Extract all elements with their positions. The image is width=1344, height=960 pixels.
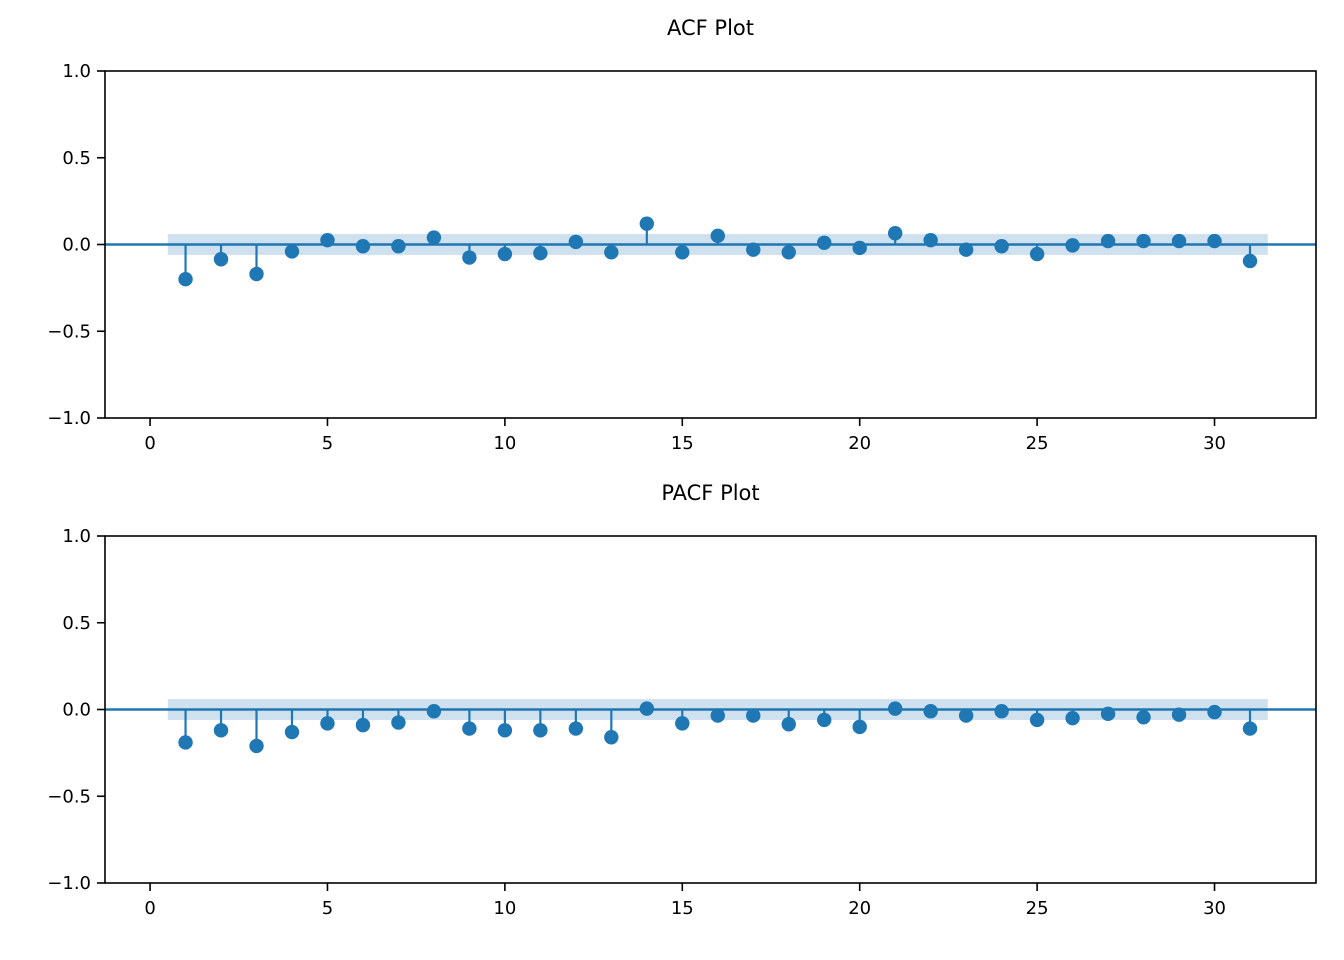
- data-point-marker: [213, 723, 229, 738]
- x-tick-label: 25: [1026, 898, 1049, 919]
- data-point-marker: [994, 704, 1009, 719]
- y-tick-label: −1.0: [47, 873, 91, 894]
- data-point-marker: [533, 723, 548, 738]
- x-tick-label: 5: [322, 433, 333, 454]
- data-point-marker: [568, 234, 584, 250]
- data-point-marker: [1242, 721, 1258, 736]
- y-tick-label: −0.5: [47, 786, 91, 807]
- data-point-marker: [178, 272, 193, 287]
- data-point-marker: [852, 719, 867, 735]
- data-point-marker: [1171, 707, 1187, 722]
- x-tick-label: 30: [1203, 898, 1226, 919]
- y-tick-label: 0.5: [62, 148, 91, 169]
- data-point-marker: [817, 235, 832, 250]
- data-point-marker: [320, 232, 335, 248]
- data-point-marker: [462, 250, 477, 265]
- data-point-marker: [426, 230, 442, 245]
- data-point-marker: [817, 712, 832, 728]
- data-point-marker: [781, 717, 796, 732]
- pacf-plot-panel: PACF Plot 0 5 10 15 20 25 30 1.0 0.5 0.0 −0.5 −1.0: [0, 465, 1344, 960]
- data-point-marker: [391, 715, 406, 730]
- data-point-marker: [284, 244, 300, 259]
- data-point-marker: [675, 716, 690, 731]
- data-point-marker: [604, 245, 619, 260]
- acf-plot-title: ACF Plot: [667, 16, 754, 40]
- data-point-marker: [391, 239, 406, 254]
- data-point-marker: [994, 239, 1009, 254]
- data-point-marker: [249, 266, 264, 282]
- y-tick-label: 0.0: [62, 235, 91, 256]
- pacf-plot-canvas: 0 5 10 15 20 25 30 1.0 0.5 0.0 −0.5 −1.0: [47, 526, 1317, 919]
- data-point-marker: [604, 730, 619, 745]
- x-tick-label: 5: [322, 898, 333, 919]
- data-point-marker: [1029, 246, 1045, 262]
- data-point-marker: [887, 701, 903, 716]
- data-point-marker: [1136, 710, 1151, 725]
- data-point-marker: [781, 245, 796, 260]
- data-point-marker: [320, 716, 335, 731]
- x-tick-label: 10: [493, 898, 516, 919]
- y-tick-label: 0.0: [62, 700, 91, 721]
- data-point-marker: [355, 239, 371, 254]
- y-tick-label: −1.0: [47, 408, 91, 429]
- data-point-marker: [887, 226, 903, 241]
- acf-plot-panel: ACF Plot 0 5 10 15 20 25 30 1.0 0.5 0.0 −0.5 −1.0: [47, 16, 1317, 454]
- data-point-marker: [746, 242, 761, 257]
- x-tick-label: 20: [848, 433, 871, 454]
- x-tick-label: 20: [848, 898, 871, 919]
- data-point-marker: [1242, 253, 1258, 269]
- data-point-marker: [1065, 238, 1080, 253]
- data-point-marker: [958, 708, 974, 723]
- data-point-marker: [213, 252, 229, 267]
- data-point-marker: [675, 245, 690, 260]
- data-point-marker: [426, 704, 442, 719]
- data-point-marker: [923, 232, 938, 248]
- data-point-marker: [746, 708, 761, 723]
- y-tick-label: 1.0: [62, 526, 91, 547]
- data-point-marker: [1136, 233, 1151, 249]
- data-point-marker: [249, 738, 264, 754]
- data-point-marker: [497, 246, 513, 262]
- data-point-marker: [1207, 704, 1222, 720]
- data-point-marker: [923, 704, 938, 719]
- data-point-marker: [1100, 706, 1116, 722]
- data-point-marker: [462, 721, 477, 736]
- x-tick-label: 15: [671, 433, 694, 454]
- data-point-marker: [284, 724, 300, 740]
- x-tick-label: 25: [1026, 433, 1049, 454]
- x-tick-label: 0: [144, 898, 155, 919]
- data-point-marker: [1207, 233, 1222, 249]
- acf-plot-canvas: 0 5 10 15 20 25 30 1.0 0.5 0.0 −0.5 −1.0: [47, 61, 1317, 454]
- y-tick-label: 1.0: [62, 61, 91, 82]
- data-point-marker: [1171, 233, 1187, 249]
- data-point-marker: [639, 216, 655, 231]
- data-point-marker: [639, 701, 655, 716]
- x-tick-label: 15: [671, 898, 694, 919]
- pacf-plot-title: PACF Plot: [661, 481, 760, 505]
- data-point-marker: [497, 723, 513, 738]
- data-point-marker: [178, 735, 193, 750]
- x-tick-label: 30: [1203, 433, 1226, 454]
- data-point-marker: [710, 228, 725, 244]
- data-point-marker: [1100, 233, 1116, 249]
- y-tick-label: 0.5: [62, 613, 91, 634]
- data-point-marker: [1065, 710, 1080, 726]
- data-point-marker: [355, 717, 371, 733]
- data-point-marker: [1029, 712, 1045, 728]
- data-point-marker: [958, 242, 974, 257]
- y-tick-label: −0.5: [47, 321, 91, 342]
- data-point-marker: [852, 240, 867, 256]
- data-point-marker: [533, 245, 548, 261]
- x-tick-label: 0: [144, 433, 155, 454]
- data-point-marker: [710, 708, 725, 723]
- x-tick-label: 10: [493, 433, 516, 454]
- data-point-marker: [568, 721, 584, 736]
